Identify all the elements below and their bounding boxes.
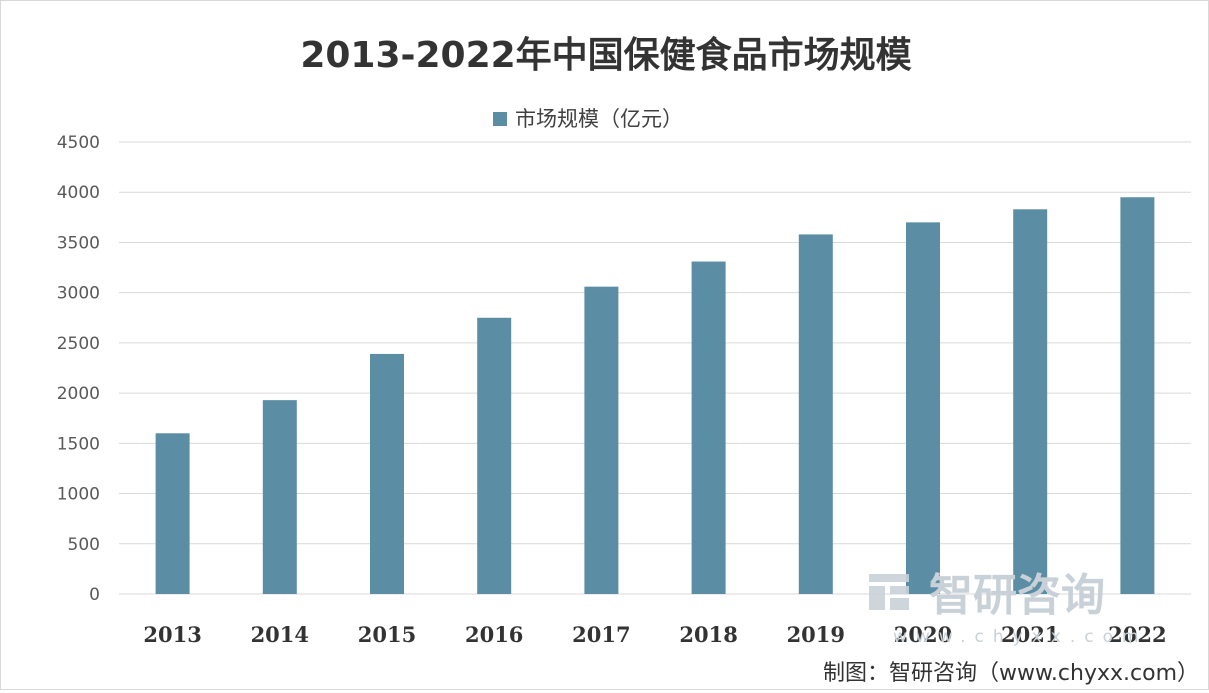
y-axis-ticks: 0 500 1000 1500 2000 2500 3000 3500 4000 4500 [57, 133, 100, 605]
x-tick-label: 2015 [358, 622, 416, 647]
watermark-logo-icon [869, 574, 909, 610]
y-tick-label: 4500 [57, 133, 100, 153]
y-tick-label: 500 [68, 535, 100, 555]
y-tick-label: 3000 [57, 284, 100, 304]
bar-2018 [691, 261, 726, 594]
x-tick-label: 2019 [787, 622, 845, 647]
x-tick-label: 2017 [572, 622, 630, 647]
y-tick-label: 1500 [57, 434, 100, 454]
bar-2021 [1013, 209, 1048, 594]
legend: 市场规模（亿元） [493, 107, 683, 131]
y-tick-label: 4000 [57, 183, 100, 203]
x-tick-label: 2016 [465, 622, 523, 647]
x-tick-label: 2022 [1108, 622, 1166, 647]
bar-2019 [798, 234, 833, 595]
legend-swatch [493, 112, 507, 126]
bar-2017 [584, 286, 619, 594]
source-note: 制图：智研咨询（www.chyxx.com） [823, 661, 1199, 686]
bars [155, 197, 1155, 595]
x-tick-label: 2020 [894, 622, 952, 647]
y-tick-label: 2000 [57, 384, 100, 404]
y-tick-label: 2500 [57, 334, 100, 354]
y-tick-label: 1000 [57, 485, 100, 505]
x-axis-ticks: 2013 2014 2015 2016 2017 2018 2019 2020 2021 2022 [143, 622, 1166, 647]
gridlines [119, 141, 1191, 595]
bar-2015 [370, 353, 404, 594]
watermark-brand: 智研咨询 [929, 570, 1105, 621]
bar-2014 [262, 400, 297, 594]
x-tick-label: 2021 [1001, 622, 1059, 647]
bar-2016 [477, 317, 512, 594]
y-tick-label: 3500 [57, 233, 100, 253]
x-tick-label: 2014 [251, 622, 309, 647]
bar-2022 [1120, 197, 1155, 594]
y-tick-label: 0 [89, 585, 100, 605]
x-tick-label: 2018 [679, 622, 737, 647]
bar-2013 [155, 433, 190, 594]
bar-2020 [906, 222, 940, 594]
legend-label: 市场规模（亿元） [515, 107, 683, 131]
watermark: 智研咨询 www.chyxx.com [869, 570, 1148, 647]
chart-title: 2013-2022年中国保健食品市场规模 [300, 35, 911, 76]
x-tick-label: 2013 [143, 622, 201, 647]
watermark-url: www.chyxx.com [893, 627, 1148, 647]
